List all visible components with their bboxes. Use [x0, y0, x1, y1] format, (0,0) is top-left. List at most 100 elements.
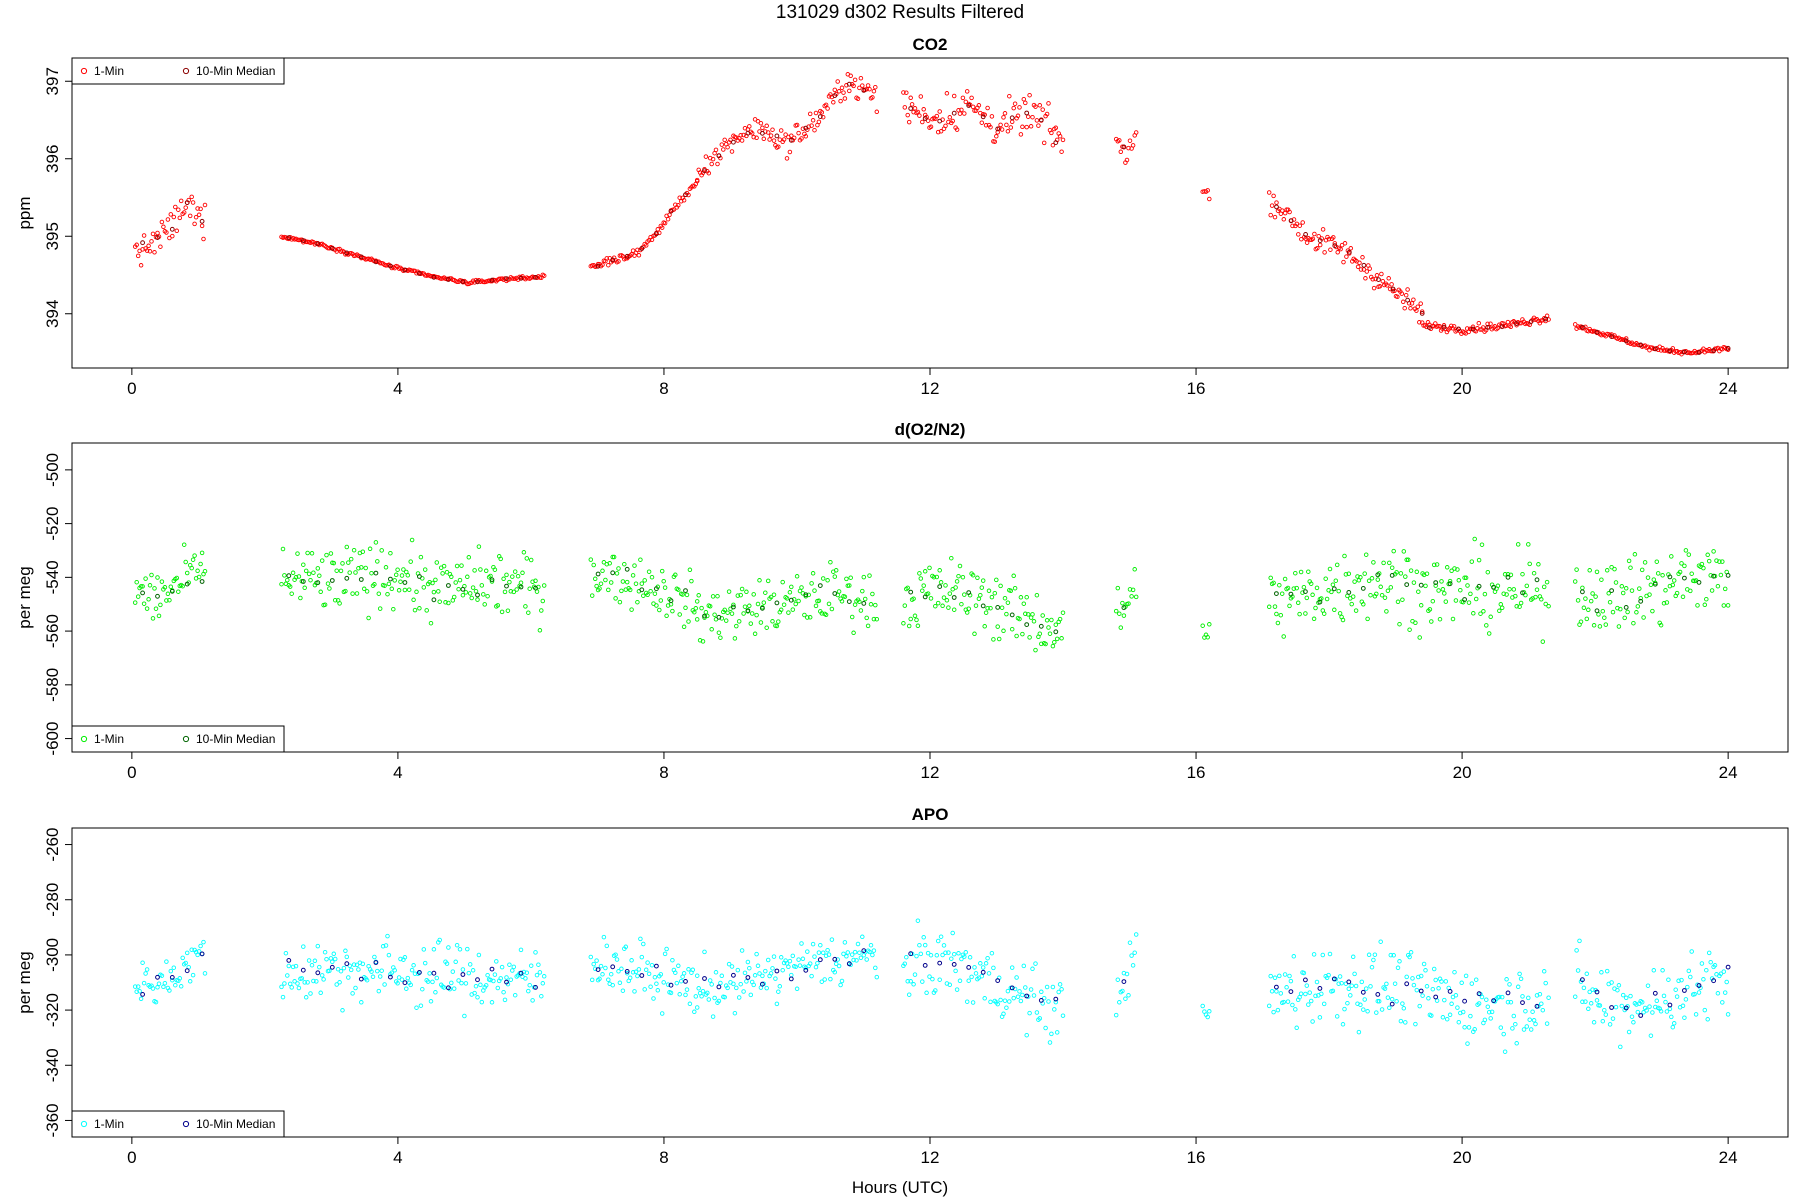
data-point: [428, 999, 434, 1004]
median-point: [518, 970, 524, 976]
data-point: [771, 954, 777, 959]
data-point: [1355, 574, 1360, 579]
data-point: [1049, 1031, 1054, 1037]
legend-box: [71, 57, 285, 85]
data-point: [799, 941, 804, 946]
median-point: [668, 598, 674, 604]
median-point: [1696, 580, 1702, 585]
median-point: [980, 114, 986, 120]
median-point: [716, 984, 722, 990]
data-point: [1501, 1031, 1506, 1037]
data-point: [1345, 1000, 1350, 1006]
data-point: [657, 230, 662, 236]
data-point: [982, 996, 987, 1001]
data-point: [1591, 623, 1597, 628]
data-point: [1312, 231, 1317, 237]
data-point: [1025, 612, 1031, 617]
data-point: [501, 576, 506, 582]
data-point: [646, 569, 652, 574]
data-point: [1587, 568, 1592, 573]
data-point: [1632, 552, 1638, 557]
data-point: [344, 954, 350, 960]
data-point: [1278, 612, 1284, 618]
data-point: [861, 574, 867, 580]
data-point: [189, 194, 194, 200]
x-tick-label: 4: [393, 1148, 402, 1167]
y-tick-label: -260: [43, 828, 62, 862]
data-point: [912, 972, 918, 977]
median-point: [489, 966, 495, 972]
data-point: [411, 597, 416, 603]
data-point: [1400, 597, 1405, 602]
data-point: [1001, 1011, 1006, 1017]
data-point: [852, 949, 858, 955]
data-point: [1676, 978, 1681, 984]
data-point: [202, 202, 208, 208]
median-point: [846, 599, 852, 604]
data-point: [315, 943, 321, 949]
data-point: [1622, 615, 1627, 621]
median-point: [417, 970, 422, 975]
data-point: [752, 973, 758, 978]
data-point: [1308, 998, 1314, 1004]
data-point: [195, 206, 200, 211]
series-1min: [132, 72, 1731, 357]
data-point: [1024, 124, 1029, 130]
data-point: [819, 979, 825, 984]
data-point: [460, 967, 466, 972]
data-point: [736, 995, 742, 1000]
data-point: [427, 579, 432, 585]
data-point: [482, 602, 487, 607]
median-point: [1427, 325, 1432, 331]
data-point: [1346, 986, 1352, 992]
data-point: [1502, 572, 1508, 577]
data-point: [917, 942, 922, 948]
data-point: [1706, 950, 1712, 956]
data-point: [970, 1000, 976, 1005]
data-point: [1024, 594, 1029, 600]
data-point: [409, 268, 415, 273]
data-point: [1015, 113, 1021, 119]
data-point: [1321, 1001, 1327, 1007]
median-point: [358, 976, 364, 982]
data-point: [1540, 1007, 1546, 1013]
data-point: [935, 938, 941, 944]
data-point: [1313, 605, 1318, 611]
median-point: [1652, 581, 1658, 587]
data-point: [1120, 988, 1125, 994]
data-point: [1578, 619, 1584, 624]
data-point: [905, 112, 910, 118]
data-point: [1470, 324, 1476, 330]
data-point: [1629, 588, 1635, 593]
data-point: [709, 982, 714, 987]
data-point: [1384, 609, 1389, 614]
data-point: [751, 592, 756, 597]
data-point: [833, 568, 839, 573]
data-point: [1359, 979, 1365, 985]
data-point: [689, 578, 694, 584]
data-point: [1050, 643, 1056, 649]
median-point: [286, 235, 292, 241]
data-point: [1271, 580, 1276, 586]
data-point: [1479, 542, 1485, 547]
data-point: [943, 583, 948, 588]
median-point: [817, 957, 823, 963]
data-point: [771, 592, 777, 597]
data-point: [178, 198, 184, 204]
data-point: [360, 961, 366, 967]
data-point: [1207, 1009, 1212, 1014]
median-point: [760, 605, 765, 611]
data-point: [1012, 585, 1018, 591]
data-point: [847, 88, 852, 94]
data-point: [302, 585, 307, 591]
data-point: [1371, 560, 1376, 565]
data-point: [504, 572, 509, 578]
data-point: [1515, 984, 1521, 990]
data-point: [1030, 612, 1035, 617]
data-point: [498, 976, 503, 981]
data-point: [376, 988, 382, 994]
legend: 1-Min 10-Min Median: [71, 1110, 285, 1138]
data-point: [356, 566, 361, 571]
data-point: [1575, 968, 1581, 973]
data-point: [816, 598, 822, 604]
